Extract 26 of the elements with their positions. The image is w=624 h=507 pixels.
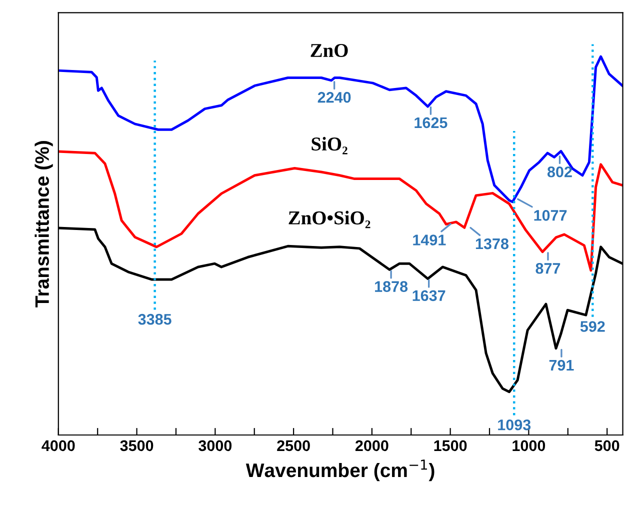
annotation: 1878 [375,281,408,292]
x-tick-label: 1000 [512,440,546,452]
ref-line-label: 3385 [138,314,172,325]
x-axis-title: Wavenumber (cm$^{−1}$) [246,460,434,482]
series-label: SiO₂ [312,136,348,154]
annotation: 802 [547,166,572,178]
y-axis-title: Transmittance (%) [34,141,53,308]
annotation: 791 [549,360,574,371]
annotation: 1637 [412,290,446,302]
series-label: ZnO•SiO₂ [288,210,370,228]
x-tick-label: 2000 [355,440,388,452]
x-tick-label: 500 [594,440,620,452]
ref-line-label: 592 [580,321,605,332]
annotation: 1491 [413,234,446,246]
annotation: 1077 [534,210,567,221]
annotation: 2240 [318,92,351,103]
series-label: ZnO [310,44,348,58]
x-tick-label: 3000 [198,440,232,452]
x-tick-label: 3500 [120,440,154,452]
x-tick-label: 4000 [42,440,75,452]
x-tick-label: 1500 [434,440,467,452]
ref-line-label: 1093 [498,419,531,430]
annotation: 1378 [476,238,509,250]
x-tick-label: 2500 [277,440,310,452]
annotation: 1625 [414,117,448,128]
annotation: 877 [536,262,560,274]
